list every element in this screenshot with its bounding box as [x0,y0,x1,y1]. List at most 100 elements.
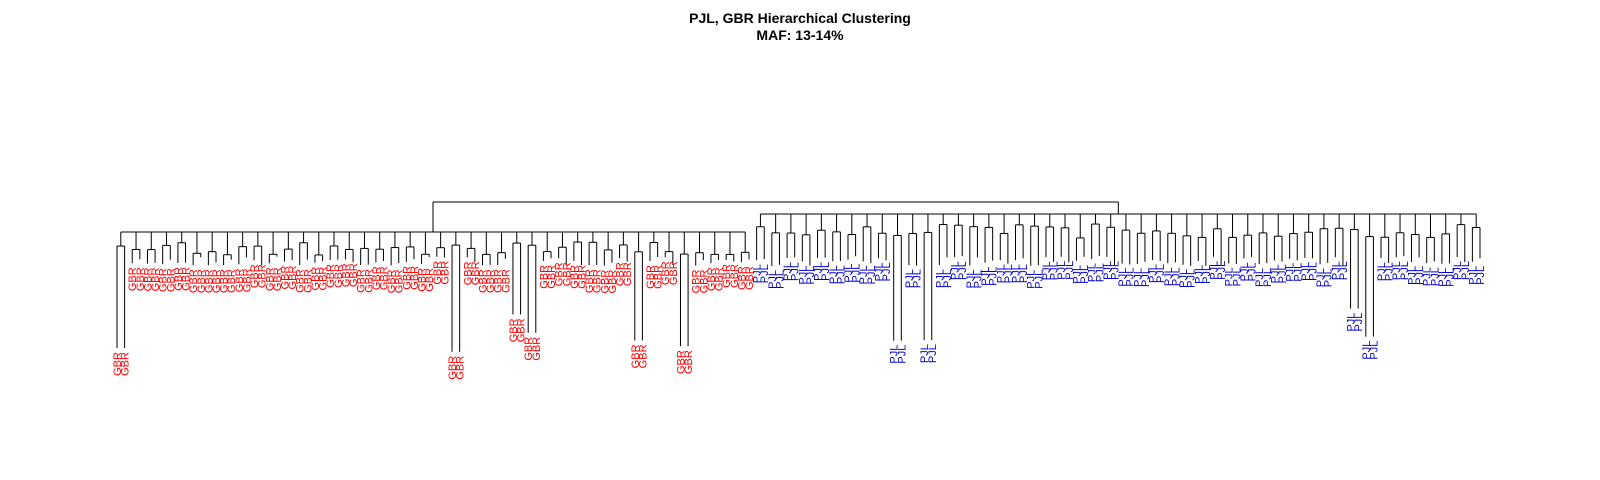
leaf-label-pjl: PJL [1110,261,1122,280]
leaf-label-gbr: GBR [348,263,360,287]
leaf-label-pjl: PJL [790,262,802,281]
leaf-label-gbr: GBR [538,265,550,289]
leaf-label-gbr: GBR [424,268,436,292]
leaf-label-gbr: GBR [447,356,459,380]
leaf-label-gbr: GBR [379,266,391,290]
leaf-label-pjl: PJL [1186,269,1198,288]
leaf-label-pjl: PJL [972,269,984,288]
leaf-label-pjl: PJL [1467,266,1479,285]
leaf-label-pjl: PJL [1399,261,1411,280]
leaf-label-pjl: PJL [1346,313,1358,332]
leaf-label-gbr: GBR [120,352,132,376]
leaf-label-gbr: GBR [470,261,482,285]
leaf-label-pjl: PJL [805,266,817,285]
leaf-label-pjl: PJL [881,262,893,281]
leaf-label-gbr: GBR [272,267,284,291]
leaf-label-gbr: GBR [477,269,489,293]
leaf-label-pjl: PJL [1406,266,1418,285]
leaf-label-gbr: GBR [615,262,627,286]
leaf-label-gbr: GBR [142,268,154,292]
leaf-label-gbr: GBR [401,266,413,290]
leaf-label-pjl: PJL [1049,261,1061,280]
leaf-label-pjl: PJL [1429,267,1441,286]
leaf-label-gbr: GBR [592,269,604,293]
leaf-label-gbr: GBR [622,262,634,286]
leaf-label-pjl: PJL [957,261,969,280]
leaf-label-gbr: GBR [584,269,596,293]
leaf-label-gbr: GBR [523,337,535,361]
leaf-label-pjl: PJL [774,270,786,289]
leaf-label-gbr: GBR [508,318,520,342]
leaf-label-pjl: PJL [934,269,946,288]
leaf-label-gbr: GBR [683,350,695,374]
leaf-label-gbr: GBR [576,265,588,289]
leaf-label-gbr: GBR [439,261,451,285]
leaf-label-pjl: PJL [1315,268,1327,287]
leaf-label-pjl: PJL [1208,261,1220,280]
leaf-label-pjl: PJL [1285,263,1297,282]
leaf-label-gbr: GBR [668,261,680,285]
leaf-label-gbr: GBR [150,268,162,292]
leaf-label-pjl: PJL [1414,266,1426,285]
leaf-label-gbr: GBR [302,269,314,293]
leaf-label-gbr: GBR [196,269,208,293]
leaf-label-gbr: GBR [432,261,444,285]
leaf-label-pjl: PJL [1323,268,1335,287]
leaf-label-gbr: GBR [264,267,276,291]
chart-subtitle: MAF: 13-14% [756,27,844,43]
leaf-label-gbr: GBR [249,264,261,288]
leaf-label-gbr: GBR [599,270,611,294]
leaf-label-pjl: PJL [942,269,954,288]
leaf-label-gbr: GBR [698,269,710,293]
leaf-label-pjl: PJL [904,269,916,288]
leaf-label-gbr: GBR [333,264,345,288]
leaf-label-pjl: PJL [767,270,779,289]
leaf-label-pjl: PJL [1087,263,1099,282]
leaf-label-pjl: PJL [1269,264,1281,283]
leaf-label-pjl: PJL [1292,263,1304,282]
leaf-label-pjl: PJL [1071,265,1083,284]
leaf-label-pjl: PJL [995,264,1007,283]
leaf-label-pjl: PJL [1079,265,1091,284]
leaf-label-pjl: PJL [1193,265,1205,284]
leaf-label-pjl: PJL [1170,267,1182,286]
leaf-label-pjl: PJL [988,267,1000,286]
leaf-label-pjl: PJL [782,262,794,281]
leaf-label-pjl: PJL [797,266,809,285]
leaf-label-gbr: GBR [554,262,566,286]
leaf-label-gbr: GBR [340,263,352,287]
leaf-label-gbr: GBR [173,267,185,291]
leaf-label-pjl: PJL [1338,261,1350,280]
leaf-label-pjl: PJL [1117,268,1129,287]
leaf-label-gbr: GBR [485,269,497,293]
leaf-label-pjl: PJL [1391,261,1403,280]
leaf-label-pjl: PJL [1011,264,1023,283]
leaf-label-pjl: PJL [1384,262,1396,281]
leaf-label-gbr: GBR [280,266,292,290]
leaf-label-pjl: PJL [1033,270,1045,289]
leaf-label-pjl: PJL [1064,261,1076,280]
leaf-label-gbr: GBR [219,269,231,293]
leaf-label-pjl: PJL [1132,268,1144,287]
leaf-label-gbr: GBR [363,269,375,293]
leaf-label-pjl: PJL [1353,313,1365,332]
leaf-label-gbr: GBR [181,267,193,291]
leaf-label-gbr: GBR [188,269,200,293]
leaf-label-gbr: GBR [203,269,215,293]
leaf-label-pjl: PJL [1330,261,1342,280]
leaf-label-gbr: GBR [637,344,649,368]
leaf-label-gbr: GBR [394,269,406,293]
leaf-label-pjl: PJL [1460,261,1472,280]
leaf-label-pjl: PJL [1155,264,1167,283]
leaf-label-gbr: GBR [211,269,223,293]
leaf-label-pjl: PJL [1056,261,1068,280]
leaf-label-gbr: GBR [630,344,642,368]
leaf-label-gbr: GBR [500,269,512,293]
leaf-label-pjl: PJL [1178,269,1190,288]
leaf-label-gbr: GBR [729,264,741,288]
leaf-label-pjl: PJL [820,262,832,281]
leaf-label-pjl: PJL [1163,267,1175,286]
leaf-label-pjl: PJL [813,262,825,281]
leaf-label-pjl: PJL [965,269,977,288]
